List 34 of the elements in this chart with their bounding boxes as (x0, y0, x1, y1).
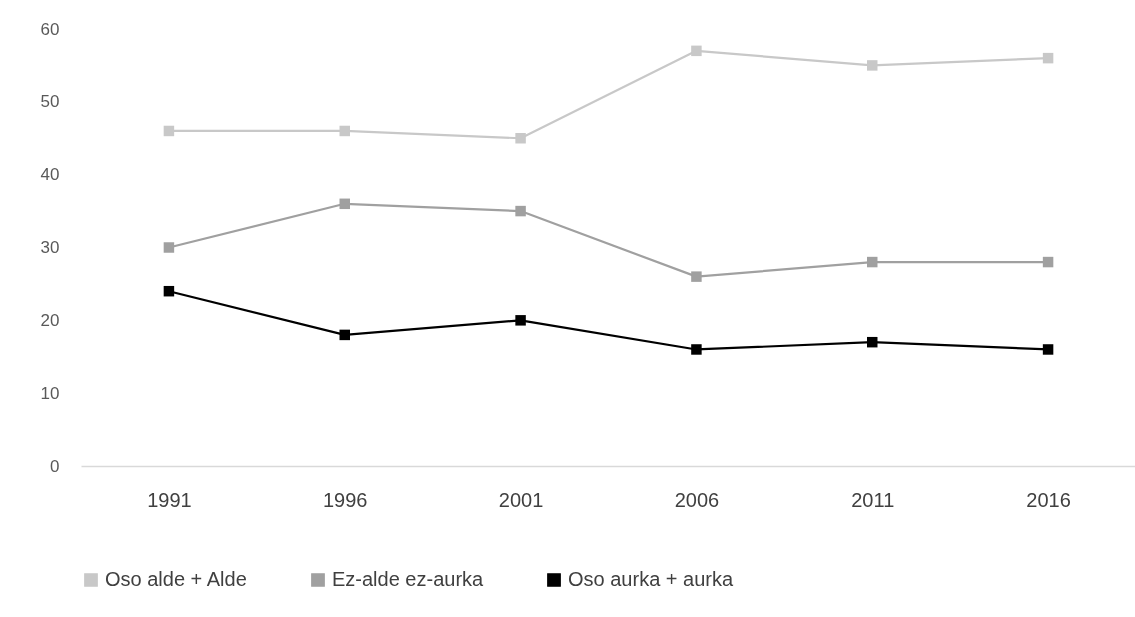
legend-label: Oso alde + Alde (105, 568, 247, 590)
y-tick-label: 40 (40, 165, 60, 185)
point (1042, 52, 1054, 64)
x-tick-label: 2001 (498, 488, 544, 511)
point (339, 329, 350, 341)
y-tick-label: 60 (40, 19, 60, 39)
x-tick-label: 1991 (147, 488, 192, 511)
y-tick-label: 20 (40, 310, 60, 330)
legend-label: Ez-alde ez-aurka (332, 568, 485, 590)
legend-label: Oso aurka + aurka (568, 568, 734, 590)
point (691, 45, 702, 57)
x-tick-label: 2016 (1026, 488, 1071, 511)
y-tick-label: 50 (40, 92, 60, 112)
point (515, 133, 526, 144)
point (867, 60, 878, 71)
point (515, 205, 526, 217)
point (867, 256, 878, 268)
point (691, 271, 702, 282)
x-tick-label: 2011 (851, 488, 895, 511)
x-tick-label: 2006 (674, 488, 720, 511)
point (339, 125, 350, 137)
y-tick-label: 0 (50, 456, 60, 476)
point (163, 242, 175, 253)
point (339, 198, 350, 210)
point (163, 125, 175, 137)
point (691, 344, 702, 355)
point (515, 315, 526, 326)
x-tick-label: 1996 (323, 488, 368, 511)
point (1042, 344, 1054, 355)
y-tick-label: 10 (40, 383, 60, 403)
point (1042, 256, 1054, 268)
point (163, 285, 175, 297)
point (867, 336, 878, 348)
y-tick-label: 30 (40, 238, 60, 257)
